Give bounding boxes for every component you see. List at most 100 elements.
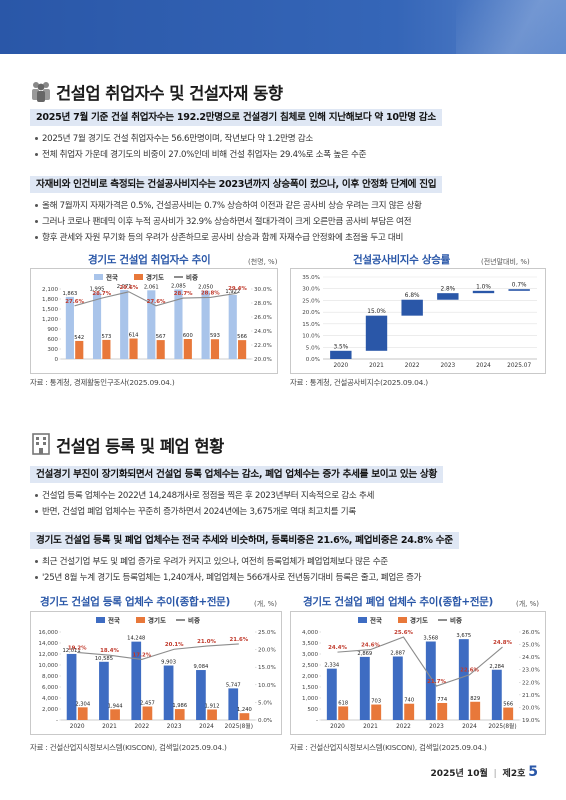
value-label: 22.6% bbox=[460, 668, 479, 674]
y2-tick-label: 23.0% bbox=[522, 668, 540, 674]
bar bbox=[142, 706, 153, 720]
value-label: 2,334 bbox=[324, 663, 340, 669]
legend-label: 전국 bbox=[106, 273, 118, 282]
y-tick-label: 15.0% bbox=[302, 322, 320, 328]
headline-box: 건설경기 부진이 장기화되면서 건설업 등록 업체수는 감소, 폐업 업체수는 … bbox=[30, 466, 443, 483]
bar bbox=[503, 707, 514, 720]
y-tick-label: 35.0% bbox=[302, 275, 320, 281]
bullet: 반면, 건설업 폐업 업체수는 꾸준히 증가하면서 2024년에는 3,675개… bbox=[34, 505, 356, 517]
bar bbox=[183, 339, 192, 359]
y2-tick-label: 20.0% bbox=[254, 357, 272, 363]
value-label: 3,568 bbox=[423, 636, 438, 642]
y2-tick-label: 25.0% bbox=[522, 643, 540, 649]
y-tick-label: 1,200 bbox=[42, 317, 58, 323]
value-label: 21.6% bbox=[229, 637, 248, 643]
bar bbox=[330, 350, 352, 359]
section-title: 건설업 취업자수 및 건설자재 동향 bbox=[56, 84, 283, 103]
value-label: 10,585 bbox=[95, 656, 113, 662]
source: 자료 : 건설산업지식정보시스템(KISCON), 검색일(2025.09.04… bbox=[290, 743, 487, 752]
value-label: 2,085 bbox=[171, 284, 186, 290]
y-tick-label: 10.0% bbox=[302, 334, 320, 340]
y-tick-label: 10,000 bbox=[38, 663, 58, 669]
value-label: 21.0% bbox=[197, 639, 216, 645]
y2-tick-label: 30.0% bbox=[254, 287, 272, 293]
value-label: 774 bbox=[437, 697, 448, 703]
bar bbox=[102, 339, 111, 359]
value-label: 14,248 bbox=[127, 636, 145, 642]
bar bbox=[437, 702, 448, 720]
bar bbox=[156, 340, 165, 359]
bullet: 2025년 7월 경기도 건설 취업자수는 56.6만명이며, 작년보다 약 1… bbox=[34, 132, 313, 144]
value-label: 1,995 bbox=[90, 287, 105, 293]
value-label: 15.0% bbox=[367, 309, 386, 315]
legend-label: 경기도 bbox=[146, 273, 164, 282]
y2-tick-label: 5.0% bbox=[258, 700, 272, 706]
value-label: 2,050 bbox=[198, 285, 213, 291]
bar bbox=[238, 340, 247, 359]
x-tick-label: 2022 bbox=[134, 724, 149, 730]
y-tick-label: - bbox=[316, 718, 318, 724]
x-tick-label: 2023 bbox=[429, 724, 444, 730]
y2-tick-label: 28.0% bbox=[254, 301, 272, 307]
chart: 0.0% 5.0% 10.0% 15.0% 20.0% 25.0% 30.0% 35.0% 3.… bbox=[302, 275, 537, 369]
bullet: 최근 건설기업 부도 및 폐업 증가로 우려가 커지고 있으나, 여전히 등록업… bbox=[34, 555, 388, 567]
line bbox=[77, 643, 239, 661]
chart-frame: - 500 1,000 1,500 2,000 2,500 3,000 3,500 4,000 1… bbox=[290, 611, 546, 735]
bar bbox=[174, 289, 183, 359]
bar bbox=[359, 656, 370, 720]
bar bbox=[365, 315, 388, 351]
bar bbox=[66, 653, 77, 720]
value-label: 2,887 bbox=[390, 650, 405, 656]
y-tick-label: 2,100 bbox=[42, 287, 58, 293]
bar bbox=[338, 706, 349, 720]
value-label: 703 bbox=[371, 699, 381, 705]
chart-unit: (천명, %) bbox=[248, 258, 278, 266]
value-label: 614 bbox=[129, 333, 140, 339]
chart: 0 300 600 900 1,200 1,500 1,800 2,100 20.0% 22.0%… bbox=[42, 273, 272, 364]
y2-tick-label: 24.0% bbox=[254, 329, 272, 335]
x-tick-label: 2020 bbox=[333, 363, 348, 369]
x-tick-label: 2024 bbox=[462, 724, 477, 730]
bar bbox=[174, 709, 185, 720]
y-tick-label: 3,500 bbox=[302, 641, 318, 647]
bar bbox=[437, 293, 459, 300]
value-label: 1,863 bbox=[62, 291, 77, 297]
bar bbox=[163, 665, 174, 720]
source: 자료 : 건설산업지식정보시스템(KISCON), 검색일(2025.09.04… bbox=[30, 743, 227, 752]
y-tick-label: 20.0% bbox=[302, 310, 320, 316]
line bbox=[74, 291, 238, 307]
y-tick-label: 25.0% bbox=[302, 298, 320, 304]
value-label: 566 bbox=[503, 702, 513, 708]
y-tick-label: 2,000 bbox=[42, 707, 58, 713]
bar bbox=[110, 709, 120, 720]
y-tick-label: 0.0% bbox=[306, 357, 320, 363]
x-tick-label: 2023 bbox=[167, 724, 182, 730]
value-label: 2.8% bbox=[440, 287, 455, 293]
separator: | bbox=[493, 769, 497, 779]
legend-label: 비중 bbox=[450, 616, 462, 625]
section-title: 건설업 등록 및 폐업 현황 bbox=[56, 437, 224, 456]
x-tick-label: 2025(8월) bbox=[488, 722, 516, 730]
legend-label: 전국 bbox=[108, 616, 120, 625]
bar bbox=[77, 707, 88, 720]
bar bbox=[147, 290, 156, 359]
value-label: 2,869 bbox=[357, 651, 372, 657]
value-label: 9,903 bbox=[161, 660, 176, 666]
value-label: 2,071 bbox=[117, 284, 132, 290]
y2-tick-label: 22.0% bbox=[254, 343, 272, 349]
value-label: 12,011 bbox=[63, 648, 81, 654]
x-tick-label: 2025(8월) bbox=[225, 722, 253, 730]
value-label: 573 bbox=[101, 334, 111, 340]
value-label: 600 bbox=[183, 333, 193, 339]
source: 자료 : 통계청, 건설공사비지수(2025.09.04.) bbox=[290, 378, 428, 387]
chart-unit: (개, %) bbox=[516, 600, 540, 608]
y2-tick-label: 21.0% bbox=[522, 693, 540, 699]
top-banner bbox=[0, 0, 566, 54]
bar bbox=[326, 668, 337, 720]
banner-stripe bbox=[456, 0, 566, 54]
building-icon bbox=[32, 433, 50, 455]
bullet: 향후 관세와 자원 무기화 등의 우려가 상존하므로 공사비 상승과 함께 자재… bbox=[34, 231, 403, 243]
y-tick-label: 1,500 bbox=[302, 685, 318, 691]
value-label: 24.6% bbox=[361, 643, 380, 649]
